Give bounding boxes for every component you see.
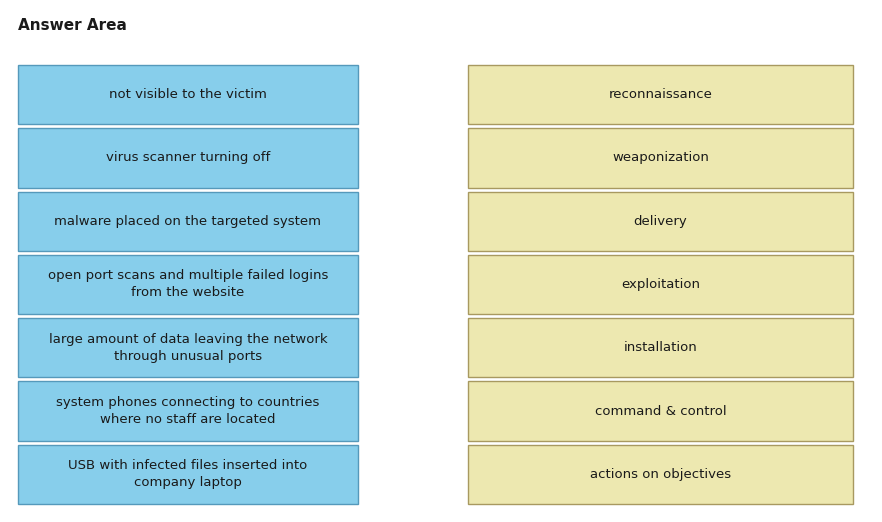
FancyBboxPatch shape — [18, 382, 358, 441]
FancyBboxPatch shape — [468, 255, 853, 314]
Text: malware placed on the targeted system: malware placed on the targeted system — [55, 215, 322, 228]
Text: not visible to the victim: not visible to the victim — [109, 88, 267, 101]
Text: installation: installation — [624, 341, 698, 354]
FancyBboxPatch shape — [18, 192, 358, 251]
FancyBboxPatch shape — [468, 128, 853, 187]
FancyBboxPatch shape — [468, 318, 853, 377]
FancyBboxPatch shape — [468, 65, 853, 124]
Text: large amount of data leaving the network
through unusual ports: large amount of data leaving the network… — [49, 333, 327, 363]
FancyBboxPatch shape — [468, 445, 853, 504]
Text: exploitation: exploitation — [621, 278, 700, 291]
Text: actions on objectives: actions on objectives — [590, 468, 731, 481]
Text: system phones connecting to countries
where no staff are located: system phones connecting to countries wh… — [56, 396, 319, 426]
FancyBboxPatch shape — [18, 255, 358, 314]
Text: open port scans and multiple failed logins
from the website: open port scans and multiple failed logi… — [48, 269, 328, 300]
Text: weaponization: weaponization — [612, 151, 709, 164]
FancyBboxPatch shape — [468, 192, 853, 251]
FancyBboxPatch shape — [468, 382, 853, 441]
FancyBboxPatch shape — [18, 128, 358, 187]
Text: command & control: command & control — [594, 405, 726, 418]
FancyBboxPatch shape — [18, 318, 358, 377]
Text: Answer Area: Answer Area — [18, 18, 127, 33]
Text: delivery: delivery — [633, 215, 687, 228]
Text: reconnaissance: reconnaissance — [609, 88, 713, 101]
FancyBboxPatch shape — [18, 65, 358, 124]
Text: USB with infected files inserted into
company laptop: USB with infected files inserted into co… — [69, 459, 308, 489]
Text: virus scanner turning off: virus scanner turning off — [106, 151, 270, 164]
FancyBboxPatch shape — [18, 445, 358, 504]
